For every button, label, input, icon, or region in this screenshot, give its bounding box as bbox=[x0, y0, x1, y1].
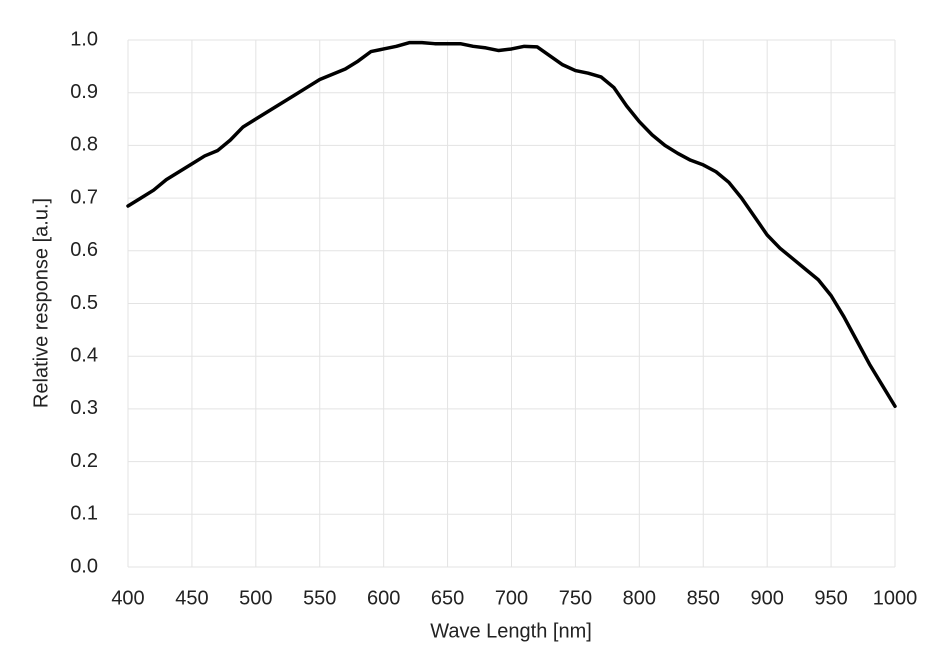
x-tick-label: 500 bbox=[239, 587, 272, 609]
x-tick-label: 1000 bbox=[873, 587, 918, 609]
x-tick-label: 400 bbox=[111, 587, 144, 609]
x-tick-label: 450 bbox=[175, 587, 208, 609]
y-tick-label: 0.5 bbox=[70, 292, 98, 314]
x-tick-label: 950 bbox=[814, 587, 847, 609]
x-tick-label: 550 bbox=[303, 587, 336, 609]
y-tick-label: 0.1 bbox=[70, 503, 98, 525]
y-tick-label: 1.0 bbox=[70, 28, 98, 50]
x-tick-label: 600 bbox=[367, 587, 400, 609]
y-tick-label: 0.9 bbox=[70, 81, 98, 103]
x-tick-label: 900 bbox=[750, 587, 783, 609]
x-tick-label: 700 bbox=[495, 587, 528, 609]
y-tick-label: 0.4 bbox=[70, 344, 98, 366]
y-tick-label: 0.2 bbox=[70, 450, 98, 472]
x-tick-label: 750 bbox=[559, 587, 592, 609]
x-tick-label: 650 bbox=[431, 587, 464, 609]
y-tick-label: 0.6 bbox=[70, 239, 98, 261]
line bbox=[126, 40, 897, 409]
y-axis-title: Relative response [a.u.] bbox=[30, 198, 52, 408]
y-tick-label: 0.7 bbox=[70, 186, 98, 208]
x-tick-label: 800 bbox=[623, 587, 656, 609]
y-tick-label: 0.3 bbox=[70, 397, 98, 419]
x-axis-title: Wave Length [nm] bbox=[430, 620, 592, 642]
y-tick-label: 0.8 bbox=[70, 134, 98, 156]
y-tick-label: 0.0 bbox=[70, 555, 98, 577]
x-tick-label: 850 bbox=[687, 587, 720, 609]
